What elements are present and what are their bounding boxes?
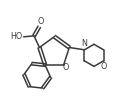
Text: O: O (63, 63, 69, 72)
Text: N: N (81, 39, 87, 48)
Text: O: O (37, 17, 43, 26)
Text: HO: HO (10, 32, 22, 41)
Text: O: O (101, 62, 107, 71)
